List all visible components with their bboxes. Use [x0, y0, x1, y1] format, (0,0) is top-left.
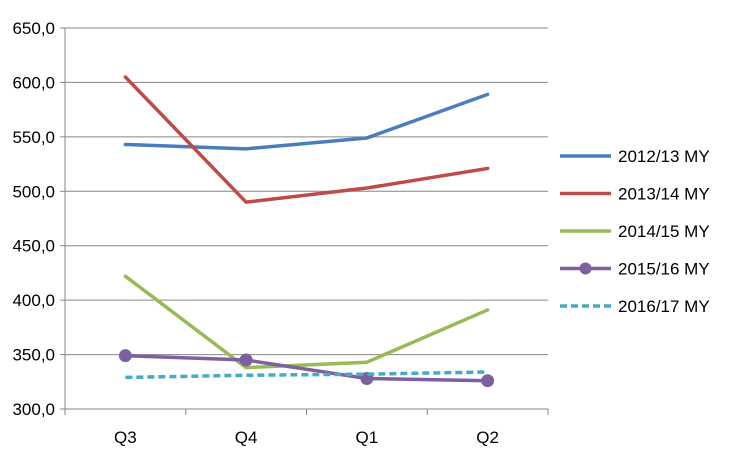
legend-marker	[579, 262, 592, 275]
series-group	[118, 75, 495, 388]
y-tick-label: 350,0	[12, 346, 55, 365]
data-point-marker	[481, 374, 495, 388]
y-tick-label: 400,0	[12, 291, 55, 310]
series-line-1	[123, 92, 490, 151]
y-tick-label: 300,0	[12, 400, 55, 419]
legend-label-2: 2013/14 MY	[618, 185, 710, 204]
y-tick-label: 650,0	[12, 19, 55, 38]
legend: 2012/13 MY 2013/14 MY 2014/15 MY 2015/16 MY…	[560, 147, 710, 316]
legend-label-3: 2014/15 MY	[618, 222, 710, 241]
y-tick-label: 450,0	[12, 237, 55, 256]
y-tick-label: 600,0	[12, 73, 55, 92]
x-tick-label: Q1	[356, 428, 379, 447]
y-tick-label: 500,0	[12, 182, 55, 201]
data-point-marker	[239, 353, 253, 367]
axes	[60, 27, 549, 415]
data-point-marker	[118, 349, 132, 363]
series-line-3	[123, 274, 490, 370]
y-tick-label: 550,0	[12, 128, 55, 147]
y-axis-tick-labels: 300,0 350,0 400,0 450,0 500,0 550,0 600,0 650,0	[12, 19, 55, 419]
x-tick-label: Q3	[114, 428, 137, 447]
x-axis-tick-labels: Q3 Q4 Q1 Q2	[114, 428, 499, 447]
series-line-5	[125, 370, 488, 380]
x-tick-label: Q4	[235, 428, 258, 447]
legend-label-5: 2016/17 MY	[618, 297, 710, 316]
gridlines	[65, 27, 548, 356]
legend-label-4: 2015/16 MY	[618, 260, 710, 279]
legend-label-1: 2012/13 MY	[618, 147, 710, 166]
series-line-2	[123, 75, 490, 204]
series-line-4	[123, 353, 490, 383]
x-tick-label: Q2	[476, 428, 499, 447]
